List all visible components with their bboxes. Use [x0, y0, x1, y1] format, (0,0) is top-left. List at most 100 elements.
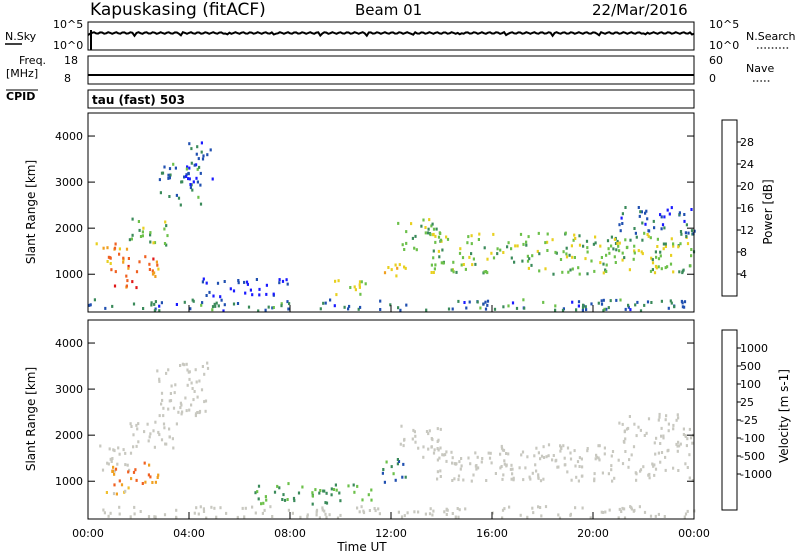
power-cell — [175, 193, 178, 197]
velocity-cell — [206, 366, 210, 370]
power-cell — [122, 260, 125, 264]
power-cell — [607, 247, 610, 251]
velocity-cell — [629, 505, 632, 509]
velocity-cell — [257, 484, 261, 488]
power-cell — [445, 235, 448, 239]
power-cell — [479, 306, 482, 310]
velocity-cell — [414, 434, 417, 438]
power-cell — [660, 227, 663, 231]
colorbar-tick-label: -1000 — [740, 468, 772, 481]
velocity-cell — [311, 491, 314, 495]
velocity-cell — [382, 468, 385, 471]
velocity-cell — [362, 509, 365, 513]
power-cell — [142, 226, 145, 230]
power-cell — [360, 280, 363, 284]
velocity-cell — [580, 474, 583, 478]
power-cell — [527, 235, 530, 239]
power-cell — [575, 308, 578, 312]
velocity-cell — [678, 444, 681, 448]
velocity-cell — [540, 514, 543, 518]
power-cell — [432, 227, 436, 231]
velocity-cell — [169, 392, 172, 395]
power-cell — [411, 236, 414, 240]
power-cell — [383, 271, 387, 275]
velocity-cell — [445, 513, 448, 516]
power-cell — [424, 231, 427, 235]
x-tick-label: 00:00 — [678, 527, 710, 540]
velocity-cell — [451, 512, 454, 515]
velocity-cell — [593, 472, 596, 476]
velocity-ylabel: Slant Range [km] — [24, 367, 38, 471]
velocity-cell — [352, 483, 355, 487]
velocity-cell — [632, 445, 636, 449]
velocity-cell — [639, 428, 642, 432]
power-cell — [486, 271, 489, 275]
velocity-cell — [154, 515, 157, 519]
velocity-cell — [436, 477, 439, 481]
power-cell — [280, 302, 283, 306]
velocity-cell — [156, 369, 159, 373]
velocity-cell — [263, 508, 266, 512]
power-cell — [197, 195, 200, 199]
velocity-cell — [194, 414, 197, 418]
velocity-cell — [499, 466, 502, 470]
power-cell — [683, 213, 686, 216]
power-cell — [681, 301, 684, 305]
velocity-cell — [111, 469, 114, 473]
velocity-cell — [657, 418, 660, 422]
velocity-cell — [406, 511, 409, 515]
power-cell — [655, 266, 658, 270]
velocity-cell — [151, 481, 154, 484]
colorbar-tick-label: 4 — [740, 268, 747, 281]
velocity-cell — [586, 449, 589, 453]
power-cell — [125, 284, 128, 288]
power-cell — [605, 307, 608, 311]
power-cell — [612, 247, 615, 251]
velocity-cell — [113, 483, 116, 487]
velocity-cell — [635, 434, 638, 438]
velocity-cell — [181, 410, 184, 414]
power-cell — [693, 229, 696, 233]
power-cell — [572, 238, 575, 242]
power-cell — [131, 217, 134, 221]
velocity-cell — [581, 465, 584, 469]
velocity-cell — [325, 515, 328, 519]
velocity-cell — [148, 435, 151, 439]
power-cell — [559, 258, 563, 261]
power-cell — [486, 303, 489, 307]
velocity-cell — [632, 509, 635, 513]
velocity-cell — [686, 509, 689, 513]
velocity-cell — [438, 456, 441, 460]
power-cell — [149, 240, 152, 244]
velocity-cell — [210, 505, 213, 509]
power-ylabel: Slant Range [km] — [24, 160, 38, 264]
velocity-cell — [120, 483, 124, 487]
velocity-cell — [485, 479, 488, 482]
power-cell — [113, 284, 117, 288]
colorbar-tick-label: -100 — [740, 432, 765, 445]
power-cell — [633, 251, 636, 255]
power-cell — [329, 298, 332, 302]
velocity-cell — [683, 515, 686, 519]
power-cell — [212, 294, 215, 298]
power-cell — [130, 237, 133, 241]
power-cell — [440, 261, 443, 265]
velocity-cell — [439, 427, 442, 431]
velocity-cell — [132, 445, 135, 449]
velocity-cell — [124, 451, 127, 455]
velocity-cell — [628, 458, 631, 462]
velocity-cell — [490, 461, 493, 465]
power-cell — [216, 281, 220, 285]
velocity-cell — [445, 507, 448, 511]
velocity-cell — [444, 453, 447, 457]
colorbar-tick-label: 100 — [740, 378, 761, 391]
power-cell — [615, 298, 618, 302]
velocity-cell — [110, 460, 113, 463]
power-cell — [319, 307, 322, 311]
power-cell — [644, 222, 647, 226]
velocity-cell — [608, 508, 611, 512]
velocity-cell — [315, 510, 318, 514]
colorbar-tick-label: 16 — [740, 202, 754, 215]
power-cell — [452, 260, 455, 264]
power-cell — [690, 248, 693, 251]
